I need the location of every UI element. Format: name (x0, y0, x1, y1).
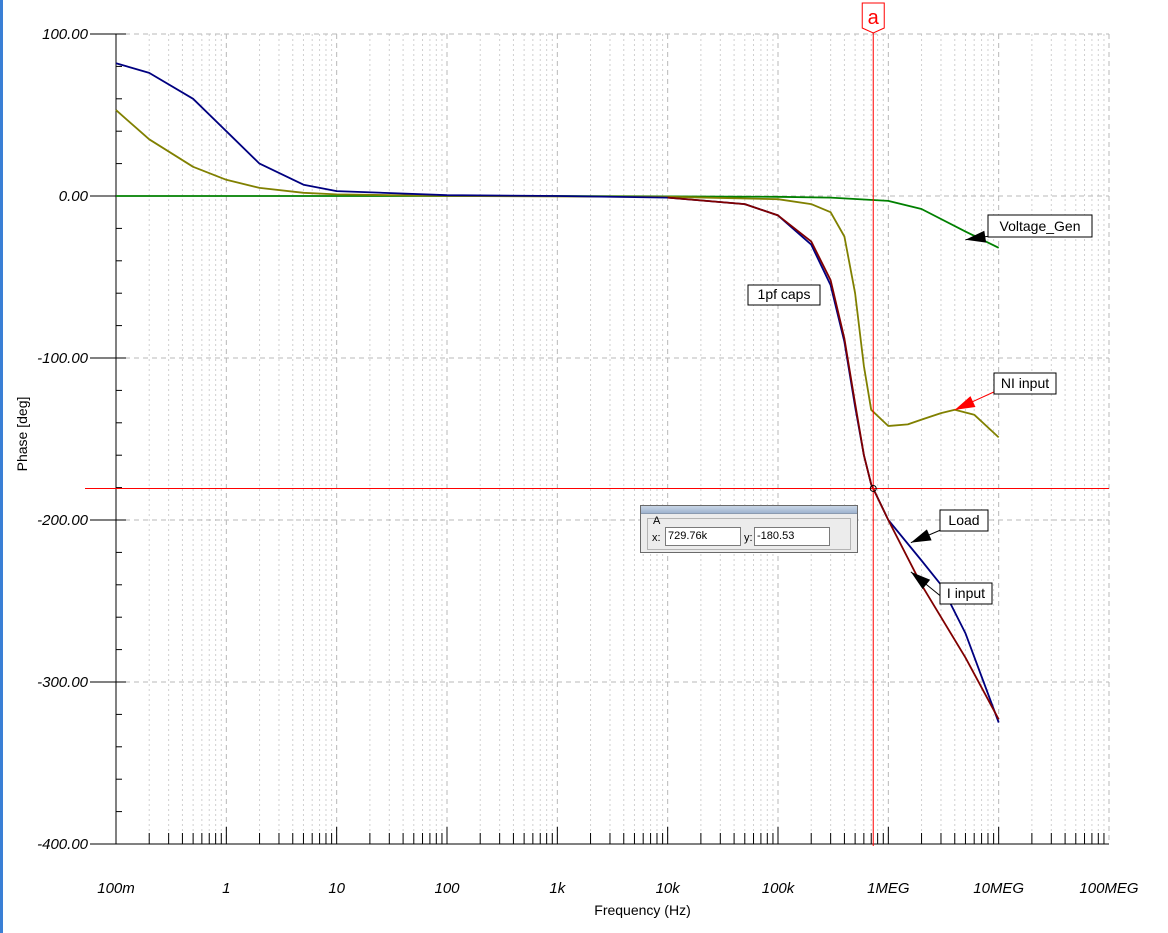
grid (115, 34, 1109, 844)
annotation-1pf-caps: 1pf caps (758, 286, 811, 302)
x-tick-label: 100m (97, 880, 135, 897)
annotations: Voltage_Gen NI input Load I input 1pf caps (747, 214, 1093, 605)
cursor-marker (869, 484, 877, 492)
y-tick-label: 100.00 (42, 26, 89, 43)
x-tick-label: 100k (762, 880, 796, 897)
readout-x-value[interactable]: 729.76k (665, 527, 741, 546)
annotation-box (993, 372, 1057, 395)
readout-y-value[interactable]: -180.53 (754, 527, 830, 546)
annotation-arrowhead (910, 529, 932, 543)
plot-frame (115, 33, 1110, 845)
annotation-arrowhead (965, 230, 987, 243)
x-axis-title: Frequency (Hz) (594, 902, 690, 918)
x-tick-label: 10k (656, 880, 682, 897)
cursor-flag-label: a (868, 7, 880, 29)
y-tick-label: -100.00 (37, 350, 89, 367)
series-ni-input (115, 109, 1000, 439)
annotation-box (939, 582, 993, 605)
readout-frame (647, 518, 851, 550)
readout-cursor-name: A (653, 515, 661, 527)
y-tick-labels: 100.00 0.00 -100.00 -200.00 -300.00 -400.00 (37, 26, 116, 853)
x-tick-label: 1MEG (867, 880, 910, 897)
series-voltage-gen (116, 195, 1000, 249)
annotation-box (987, 214, 1093, 238)
cursor-a: a (85, 2, 1109, 846)
y-axis-title: Phase [deg] (14, 397, 30, 472)
annotation-voltage-gen: Voltage_Gen (1000, 218, 1081, 234)
x-tick-label: 10 (328, 880, 345, 897)
x-tick-label: 1k (549, 880, 566, 897)
annotation-load: Load (948, 512, 979, 528)
annotation-arrowhead (954, 396, 976, 410)
cursor-flag (861, 2, 885, 34)
annotation-box (939, 509, 989, 532)
y-tick-label: -300.00 (37, 674, 89, 691)
series-i-input (667, 196, 1000, 720)
annotation-box (747, 284, 821, 306)
x-tick-label: 100 (434, 880, 460, 897)
y-tick-label: -400.00 (37, 836, 89, 853)
readout-y-label: y: (744, 532, 753, 544)
y-tick-label: -200.00 (37, 512, 89, 529)
cursor-readout-panel[interactable]: A x: 729.76k y: -180.53 (640, 505, 858, 553)
x-tick-label: 10MEG (973, 880, 1024, 897)
readout-x-label: x: (652, 532, 661, 544)
annotation-arrowhead (910, 571, 931, 590)
annotation-i-input: I input (947, 585, 985, 601)
axis-ticks (115, 33, 1105, 845)
y-tick-label: 0.00 (59, 188, 89, 205)
readout-titlebar[interactable] (641, 506, 857, 514)
annotation-ni-input: NI input (1001, 375, 1049, 391)
x-tick-labels: 100m 1 10 100 1k 10k 100k 1MEG 10MEG 100MEG (97, 880, 1139, 897)
window-edge (0, 0, 3, 933)
x-tick-label: 100MEG (1079, 880, 1139, 897)
x-tick-label: 1 (222, 880, 230, 897)
